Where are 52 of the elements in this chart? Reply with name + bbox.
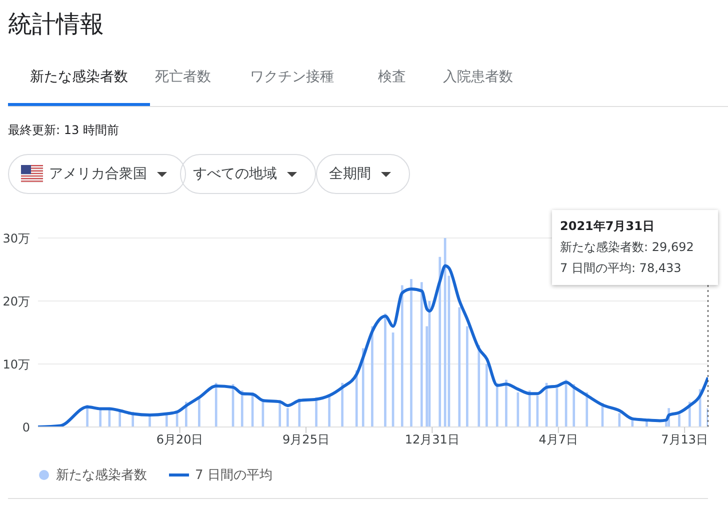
text: アメリカ合衆国 — [49, 165, 147, 183]
x-tick-label: 6月20日 — [156, 432, 204, 447]
bar — [505, 380, 508, 427]
bar — [315, 397, 318, 427]
bar — [586, 392, 588, 427]
bar — [371, 326, 374, 427]
text: 全期間 — [329, 165, 371, 183]
annotation: 7 日間の平均: 78,433 — [560, 260, 682, 277]
x-tick-label: 4月7日 — [538, 432, 578, 447]
y-tick-label: 20万 — [2, 294, 30, 308]
annotation: 新たな感染者数: 29,692 — [560, 239, 695, 256]
text: すべての地域 — [193, 165, 277, 183]
bar — [486, 364, 488, 427]
bar — [198, 398, 200, 427]
text: 入院患者数 — [443, 68, 513, 86]
bar — [678, 414, 680, 427]
line-series — [38, 264, 708, 427]
x-tick-label: 7月13日 — [661, 432, 708, 447]
y-tick-label: 30万 — [2, 231, 30, 246]
bar — [410, 278, 412, 427]
text: 最終更新: 13 時間前 — [8, 122, 119, 139]
bar — [572, 384, 576, 427]
y-tick-label: 10万 — [2, 357, 30, 372]
y-tick-label: 0 — [22, 420, 30, 434]
text: 死亡者数 — [155, 68, 211, 86]
legend-label: 新たな感染者数 — [56, 467, 147, 484]
text: 新たな感染者数 — [29, 68, 129, 86]
bar — [99, 410, 102, 427]
x-tick-label: 9月25日 — [282, 432, 330, 447]
bar — [328, 394, 330, 427]
text: ワクチン接種 — [250, 68, 334, 86]
bar — [478, 345, 480, 427]
bar — [118, 411, 121, 427]
bar — [286, 408, 289, 427]
bar — [420, 282, 423, 427]
bar — [618, 413, 621, 427]
bar — [496, 382, 498, 427]
bar — [214, 382, 218, 427]
bar — [466, 326, 468, 427]
bar — [438, 256, 442, 427]
bar — [400, 285, 404, 427]
bar — [384, 314, 386, 427]
x-tick-label: 12月31日 — [404, 432, 460, 447]
legend-label: 7 日間の平均 — [195, 467, 272, 484]
chart-title: 統計情報 — [8, 9, 104, 40]
bar — [341, 382, 344, 427]
bar — [148, 416, 151, 427]
bar — [240, 390, 244, 427]
text: 検査 — [378, 68, 406, 86]
text: 2021年7月31日 — [560, 218, 656, 235]
bar — [458, 307, 461, 427]
bar — [528, 390, 531, 427]
